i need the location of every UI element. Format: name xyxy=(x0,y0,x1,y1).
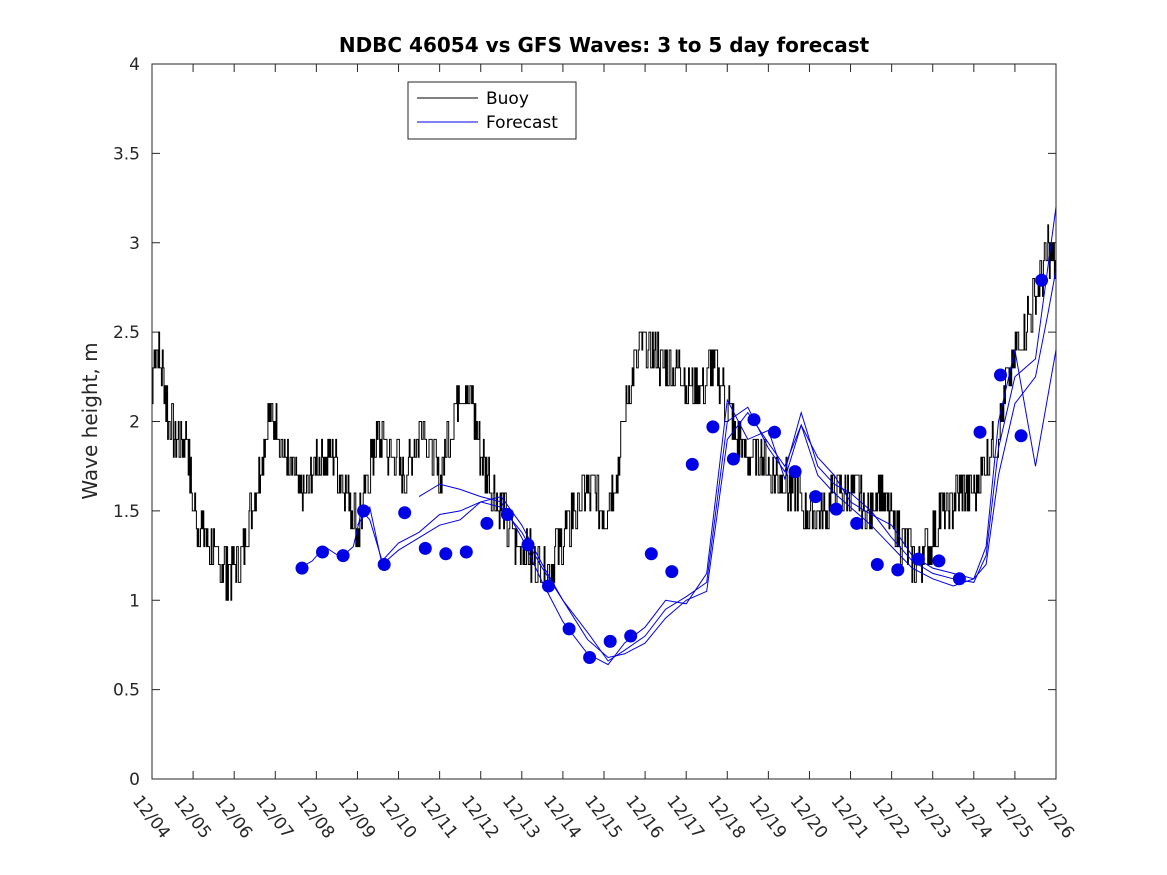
forecast-point xyxy=(336,549,350,563)
forecast-line-1 xyxy=(299,269,1057,659)
forecast-point xyxy=(459,545,473,559)
y-tick-label: 1.5 xyxy=(113,502,140,522)
forecast-point xyxy=(439,547,453,561)
forecast-point xyxy=(932,554,946,568)
forecast-point xyxy=(973,425,987,439)
forecast-point xyxy=(1035,273,1049,287)
forecast-point xyxy=(316,545,329,559)
forecast-point xyxy=(747,413,761,427)
y-tick-label: 0 xyxy=(129,770,140,790)
forecast-point xyxy=(829,502,843,516)
forecast-point xyxy=(891,563,905,577)
forecast-point xyxy=(562,622,576,636)
y-tick-label: 2.5 xyxy=(113,323,140,343)
forecast-point xyxy=(480,516,494,530)
y-tick-label: 3 xyxy=(129,234,140,254)
forecast-line-2 xyxy=(357,206,1057,662)
legend-box xyxy=(407,81,577,140)
forecast-point xyxy=(295,561,309,575)
forecast-point xyxy=(788,465,802,479)
forecast-point xyxy=(911,552,925,566)
forecast-point xyxy=(870,558,884,571)
forecast-point xyxy=(994,368,1007,382)
forecast-point xyxy=(500,508,514,521)
forecast-point xyxy=(850,516,864,530)
forecast-point xyxy=(418,541,432,555)
forecast-point xyxy=(603,634,617,648)
legend-label-forecast: Forecast xyxy=(486,113,558,133)
forecast-point xyxy=(809,490,823,504)
legend-label-buoy: Buoy xyxy=(486,89,529,109)
plot-area xyxy=(151,63,1057,780)
buoy-line xyxy=(152,224,1056,601)
y-axis-label: Wave height, m xyxy=(78,342,102,499)
y-tick-label: 1 xyxy=(129,591,140,611)
forecast-point xyxy=(542,579,555,593)
forecast-point xyxy=(726,452,740,466)
forecast-point xyxy=(583,651,597,664)
forecast-point xyxy=(685,457,699,471)
y-tick-label: 0.5 xyxy=(113,681,140,701)
y-tick-label: 3.5 xyxy=(113,144,140,164)
forecast-point xyxy=(665,565,679,579)
forecast-point xyxy=(521,538,535,552)
forecast-point xyxy=(377,558,391,571)
legend: Buoy Forecast xyxy=(407,81,577,140)
forecast-point xyxy=(644,547,658,561)
forecast-point xyxy=(357,504,371,518)
axes-box xyxy=(151,63,1057,780)
forecast-point xyxy=(1014,429,1028,443)
y-tick-label: 2 xyxy=(129,413,140,433)
forecast-point xyxy=(706,420,720,434)
y-tick-label: 4 xyxy=(129,55,140,75)
chart-title: NDBC 46054 vs GFS Waves: 3 to 5 day fore… xyxy=(339,33,870,57)
forecast-point xyxy=(768,425,781,439)
forecast-point xyxy=(952,572,966,586)
marker-layer xyxy=(295,273,1049,664)
forecast-point xyxy=(398,506,412,520)
forecast-point xyxy=(624,629,638,643)
